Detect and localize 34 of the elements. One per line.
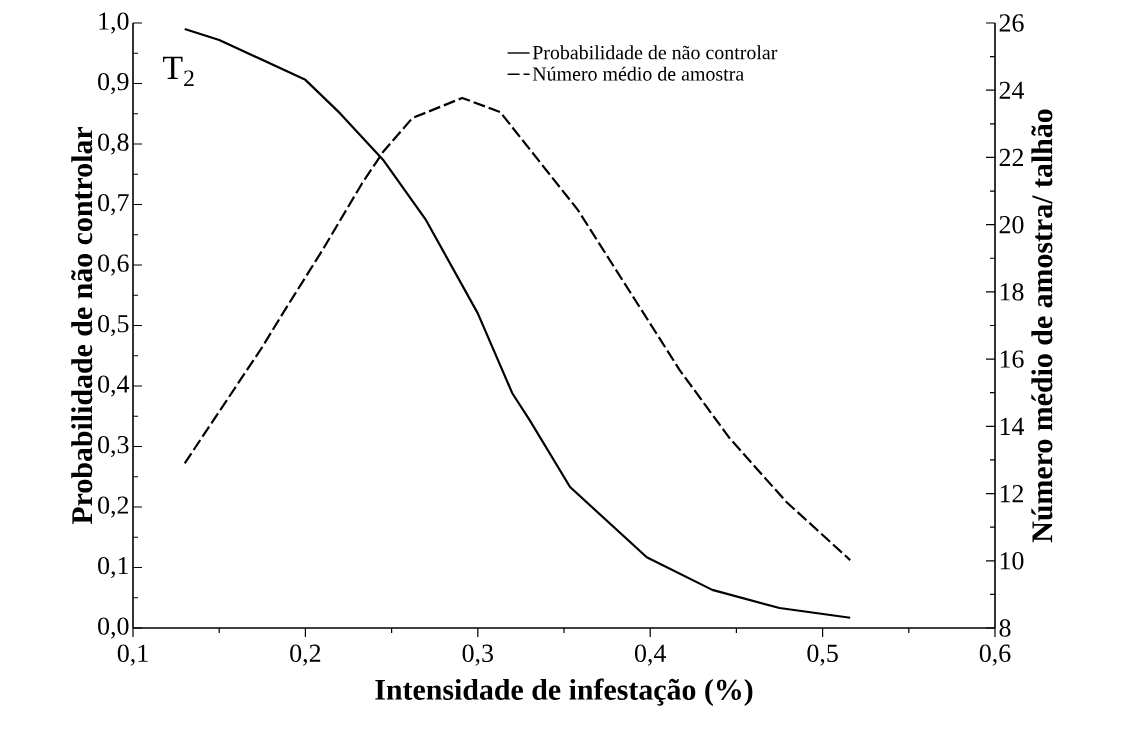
line-series [183,27,852,619]
x-tick-label: 0,1 [117,644,148,666]
y2-tick-label: 26 [999,14,1024,32]
y-tick-label: 0,0 [98,617,129,639]
y-tick-label: 0,6 [98,254,129,276]
y2-tick-label: 16 [1000,350,1024,368]
y2-tick-label: 22 [999,148,1024,167]
y2-tick-label: 10 [1000,552,1024,570]
y-tick-label: 0,3 [98,435,129,458]
legend-label: Probabilidade de não controlar [532,45,778,60]
y2-tick-label: 20 [999,215,1024,234]
y-tick-label: 1,0 [99,12,129,34]
y-tick-label: 0,2 [98,496,129,518]
legend-label: Número médio de amostra [532,66,744,81]
x-tick-label: 0,2 [290,644,321,666]
x-tick-label: 0,6 [979,644,1011,666]
x-tick-label: 0,5 [807,644,838,666]
y2-tick-label: 24 [999,81,1025,99]
y2-tick-label: 18 [1000,283,1024,301]
x-axis-title: Intensidade de infestação (%) [375,678,753,706]
y2-tick-label: 14 [1000,417,1025,435]
y2-tick-label: 12 [1000,484,1024,503]
y2-axis-title: Número médio de amostra/ talhão [1031,109,1053,543]
y-tick-label: 0,7 [98,193,129,216]
y-tick-label: 0,1 [98,556,128,579]
y-tick-label: 0,4 [98,375,130,397]
annotation: T$_{2}$ [162,56,194,87]
y-tick-label: 0,9 [98,72,129,95]
y-tick-label: 0,8 [98,133,129,155]
y-tick-label: 0,5 [98,314,129,337]
x-tick-label: 0,3 [462,644,493,666]
y-axis-title: Probabilidade de não controlar [71,126,93,525]
y2-tick-label: 8 [999,619,1011,637]
x-tick-label: 0,4 [635,644,666,666]
